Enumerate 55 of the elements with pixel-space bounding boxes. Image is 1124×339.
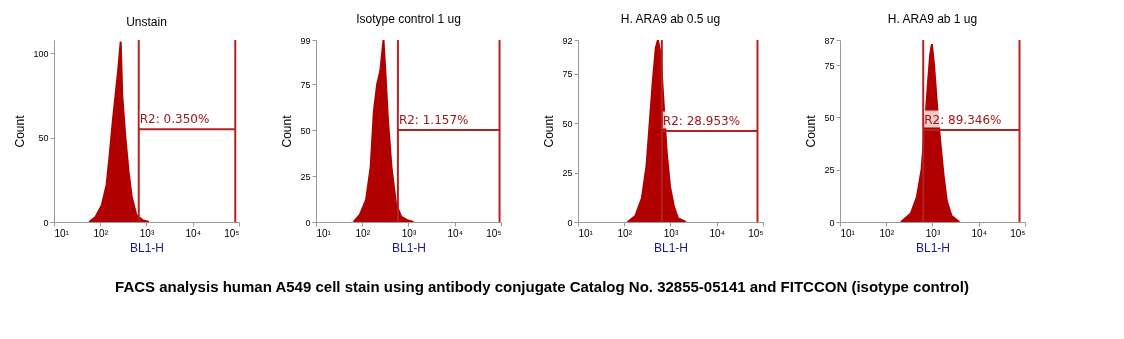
x-axis-title: BL1-H	[391, 240, 427, 255]
x-tick-label: 10²	[93, 227, 109, 239]
y-tick-label: 0	[305, 217, 311, 228]
x-tick-label: 10⁵	[748, 227, 764, 239]
chart-title: H. ARA9 ab 1 ug	[887, 12, 978, 26]
annotation: R2: 0.350%	[139, 112, 210, 127]
y-tick-label: 25	[562, 168, 573, 179]
y-axis-title: Count	[280, 114, 295, 148]
annotation: R2: 1.157%	[398, 113, 469, 128]
x-tick-label: 10¹	[54, 227, 70, 239]
y-tick-label: 75	[562, 69, 573, 80]
x-tick-label: 10³	[401, 227, 417, 239]
x-tick-label: 10²	[355, 227, 371, 239]
x-tick-label: 10³	[139, 227, 155, 239]
y-tick-label: 0	[829, 217, 835, 228]
x-tick-label: 10¹	[578, 227, 594, 239]
y-tick-label: 50	[562, 118, 573, 129]
y-tick-label: 75	[300, 79, 311, 90]
annotation: R2: 28.953%	[662, 114, 741, 128]
y-tick-label: 87	[824, 35, 835, 46]
x-tick-label: 10⁵	[486, 227, 502, 239]
x-tick-label: 10⁴	[709, 227, 725, 239]
x-tick-label: 10²	[617, 227, 633, 239]
x-tick-label: 10⁴	[971, 227, 987, 239]
y-tick-label: 25	[300, 171, 311, 182]
x-tick-label: 10⁴	[185, 227, 201, 239]
x-tick-label: 10⁵	[1010, 227, 1026, 239]
x-tick-label: 10¹	[316, 227, 332, 239]
y-tick-label: 50	[38, 133, 49, 144]
y-axis-title: Count	[804, 114, 819, 148]
x-axis-title: BL1-H	[129, 240, 165, 255]
text: FACS analysis human A549 cell stain using antibody conjugate Catalog No. 32855-05141 and FITCCON (isotype control)	[114, 278, 970, 295]
y-axis-title: Count	[13, 114, 28, 148]
annotation: R2: 89.346%	[924, 112, 1002, 127]
y-tick-label: 0	[43, 217, 49, 228]
chart-title: H. ARA9 ab 0.5 ug	[620, 12, 721, 26]
y-tick-label: 75	[824, 60, 835, 71]
x-tick-label: 10²	[879, 227, 895, 239]
x-tick-label: 10⁵	[224, 227, 240, 239]
chart-title: Isotype control 1 ug	[356, 12, 461, 26]
y-tick-label: 92	[562, 35, 573, 46]
x-axis-title: BL1-H	[915, 240, 951, 255]
y-tick-label: 50	[300, 125, 311, 136]
x-tick-label: 10⁴	[447, 227, 463, 239]
y-tick-label: 100	[33, 48, 49, 59]
x-tick-label: 10¹	[840, 227, 856, 239]
y-tick-label: 50	[824, 112, 835, 123]
y-tick-label: 0	[567, 217, 573, 228]
x-tick-label: 10³	[925, 227, 941, 239]
x-tick-label: 10³	[663, 227, 679, 239]
chart-title: Unstain	[126, 15, 167, 29]
x-axis-title: BL1-H	[653, 240, 689, 255]
y-axis-title: Count	[542, 114, 557, 148]
y-tick-label: 25	[824, 165, 835, 176]
y-tick-label: 99	[300, 35, 311, 46]
